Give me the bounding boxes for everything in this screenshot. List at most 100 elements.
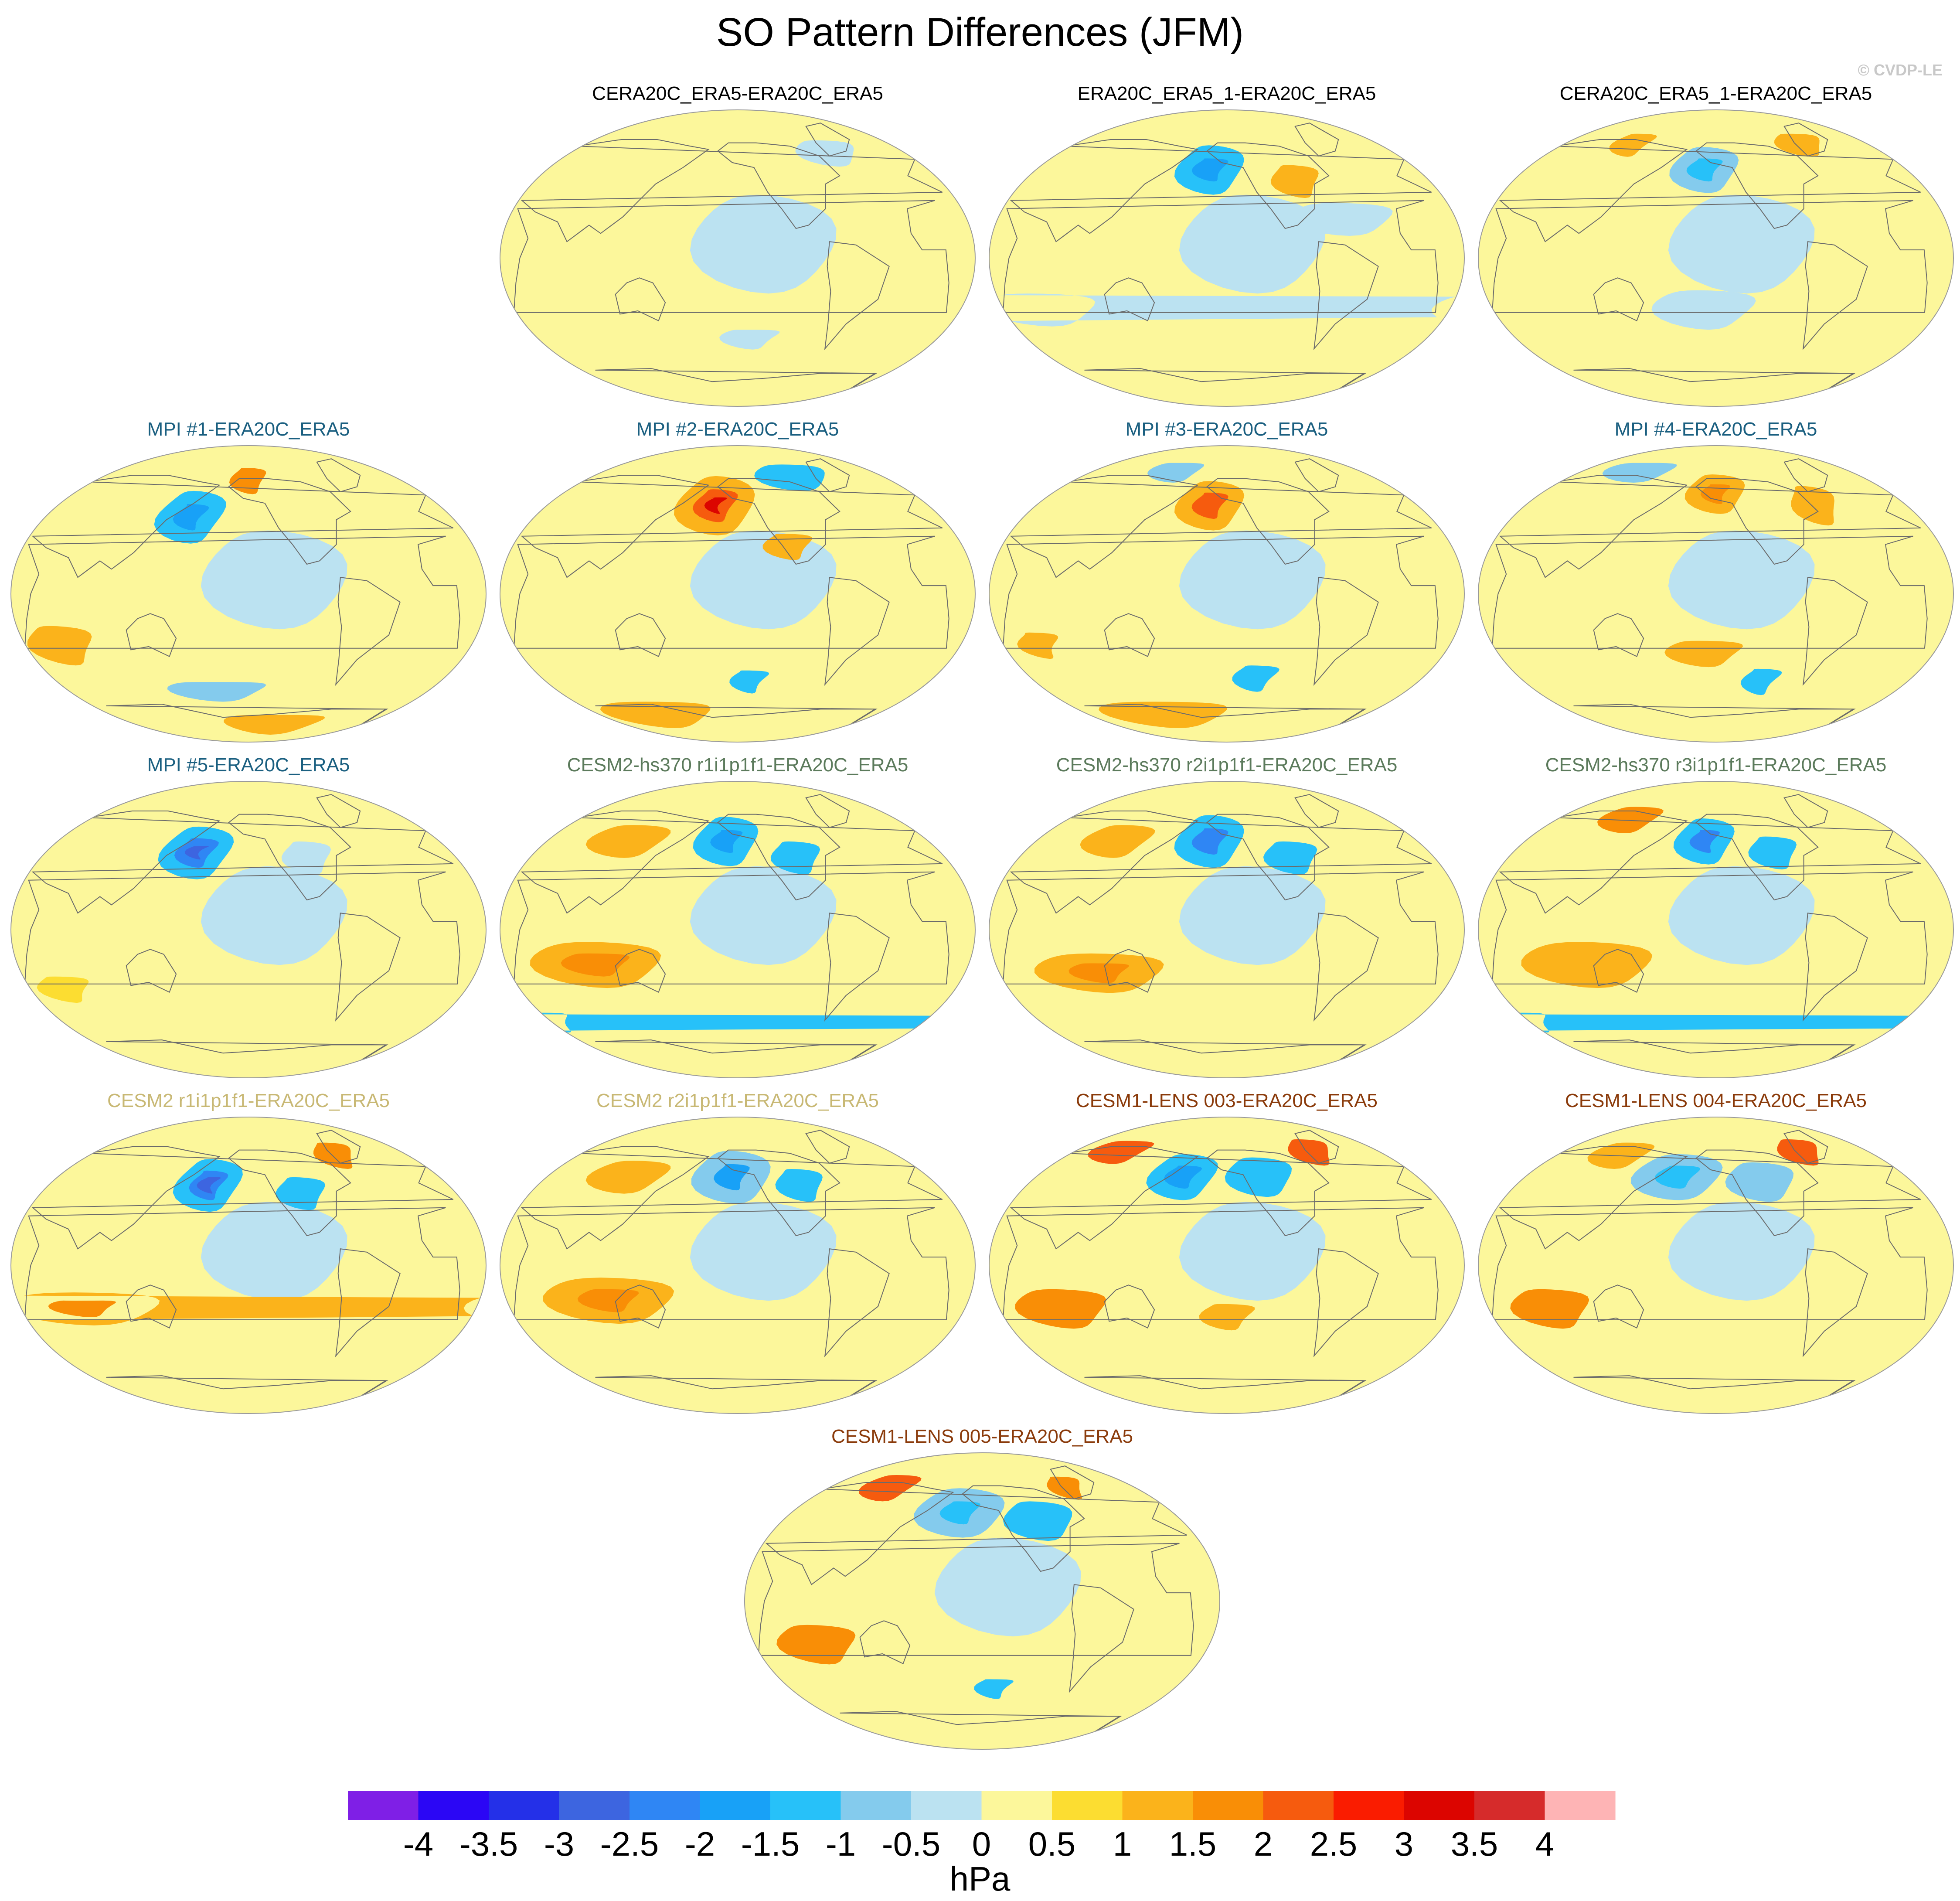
coastline-north-america <box>1695 814 1819 901</box>
map-border <box>10 1117 487 1414</box>
coastline-south-america <box>1802 241 1868 350</box>
contour-region <box>939 1501 980 1525</box>
negative-anomaly-band <box>1668 530 1815 630</box>
coastline-eurasia <box>1499 1146 1921 1250</box>
panel-title: ERA20C_ERA5_1-ERA20C_ERA5 <box>1077 83 1376 104</box>
coastline-eurasia <box>521 1146 943 1250</box>
coastline-australia <box>126 613 177 657</box>
coastline-australia <box>1593 277 1644 321</box>
coastline-australia <box>1104 1284 1155 1329</box>
coastline-australia <box>615 613 666 657</box>
contour-region <box>1080 825 1155 858</box>
coastline-greenland <box>316 458 361 492</box>
coastline-eurasia <box>521 811 943 914</box>
coastline-australia <box>1593 949 1644 993</box>
panel-title: CESM2-hs370 r2i1p1f1-ERA20C_ERA5 <box>1056 754 1398 776</box>
coastline-eurasia <box>521 139 943 242</box>
map-border <box>1478 781 1954 1078</box>
negative-anomaly-band <box>1179 1202 1326 1301</box>
colorbar-tick-label: 3.5 <box>1450 1825 1498 1863</box>
coastline-australia <box>615 1284 666 1329</box>
negative-anomaly-band <box>1179 194 1326 294</box>
contour-region <box>585 1161 671 1194</box>
coastline-greenland <box>1294 123 1339 157</box>
coastline-australia <box>126 949 177 993</box>
contour-region <box>1777 1139 1819 1166</box>
map-plot <box>989 109 1465 407</box>
contour-region <box>1232 665 1279 692</box>
map-border <box>500 781 976 1078</box>
coastline-north-america <box>1695 1149 1819 1237</box>
coastline-eurasia <box>1499 475 1921 578</box>
map-panel: MPI #2-ERA20C_ERA5 <box>498 416 977 744</box>
map-panel: CESM2-hs370 r1i1p1f1-ERA20C_ERA5 <box>498 752 977 1080</box>
coastline-greenland <box>1294 1130 1339 1164</box>
coastline-greenland <box>1783 123 1828 157</box>
contour-region <box>1015 1289 1106 1329</box>
coastline-eurasia <box>1499 139 1921 242</box>
map-plot <box>500 1117 976 1414</box>
map-border <box>10 781 487 1078</box>
colorbar-tick-label: 0 <box>972 1825 991 1863</box>
map-panel: CERA20C_ERA5_1-ERA20C_ERA5 <box>1476 81 1956 409</box>
colorbar-swatch <box>1263 1791 1334 1820</box>
coastline-north-america <box>717 142 840 229</box>
contour-region <box>1270 165 1319 198</box>
coastline-australia <box>859 1620 911 1664</box>
colorbar-swatch <box>911 1791 982 1820</box>
map-panel: MPI #3-ERA20C_ERA5 <box>987 416 1467 744</box>
coastline-north-america <box>717 478 840 565</box>
map-panel: CERA20C_ERA5-ERA20C_ERA5 <box>498 81 977 409</box>
coastline-south-america <box>1068 1584 1134 1693</box>
colorbar-tick-label: -2.5 <box>600 1825 659 1863</box>
map-plot <box>989 781 1465 1078</box>
colorbar-tick-label: 4 <box>1535 1825 1555 1863</box>
contour-region <box>1164 1165 1202 1189</box>
colorbar-tick-label: 3 <box>1394 1825 1414 1863</box>
map-border <box>1478 1117 1954 1414</box>
coastline-north-america <box>1695 142 1819 229</box>
map-border <box>500 1117 976 1414</box>
contour-region <box>24 1292 481 1325</box>
coastline-eurasia <box>31 475 454 578</box>
contour-region <box>1689 830 1720 853</box>
contour-region <box>1017 632 1058 659</box>
contour-region <box>1521 942 1653 988</box>
map-border <box>989 109 1465 407</box>
coastline-north-america <box>1206 1149 1330 1237</box>
coastline-eurasia <box>521 475 943 578</box>
coastline-north-america <box>1206 814 1330 901</box>
map-plot <box>10 445 487 743</box>
contour-region <box>1602 463 1677 483</box>
contour-region <box>1099 702 1228 728</box>
colorbar-swatch <box>1334 1791 1405 1820</box>
map-plot <box>500 445 976 743</box>
coastline-greenland <box>1783 1130 1828 1164</box>
colorbar-tick-label: 1.5 <box>1169 1825 1217 1863</box>
colorbar-swatch <box>840 1791 912 1820</box>
panel-title: CESM2-hs370 r3i1p1f1-ERA20C_ERA5 <box>1545 754 1887 776</box>
coastline-eurasia <box>765 1482 1188 1585</box>
contour-region <box>1191 492 1228 519</box>
contour-region <box>585 825 671 858</box>
coastline-greenland <box>805 123 850 157</box>
colorbar-tick-label: 1 <box>1113 1825 1132 1863</box>
map-border <box>10 445 487 743</box>
colorbar-swatch <box>1474 1791 1545 1820</box>
negative-anomaly-band <box>201 1202 347 1301</box>
coastline-south-america <box>335 577 401 686</box>
coastline-south-america <box>1313 241 1379 350</box>
contour-region <box>704 497 728 514</box>
map-border <box>744 1452 1220 1750</box>
panel-title: MPI #3-ERA20C_ERA5 <box>1125 419 1328 440</box>
colorbar-tick-label: -1.5 <box>741 1825 800 1863</box>
colorbar-units-label: hPa <box>949 1860 1011 1898</box>
contour-region <box>1003 1501 1072 1541</box>
coastline-south-america <box>1802 577 1868 686</box>
contour-region <box>1686 158 1723 182</box>
map-panel: CESM2-hs370 r2i1p1f1-ERA20C_ERA5 <box>987 752 1467 1080</box>
contour-region <box>1199 1304 1255 1331</box>
coastline-eurasia <box>31 1146 454 1250</box>
coastline-north-america <box>228 478 351 565</box>
